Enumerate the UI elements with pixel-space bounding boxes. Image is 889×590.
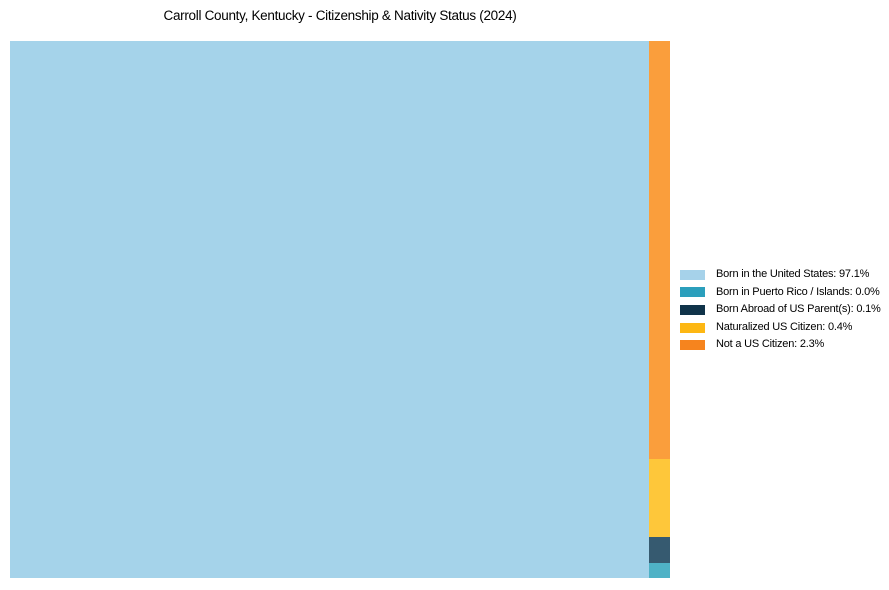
legend-label-puerto-rico: Born in Puerto Rico / Islands: 0.0% <box>716 285 880 298</box>
legend-item-naturalized: Naturalized US Citizen: 0.4% <box>680 319 881 337</box>
legend-swatch-us-born <box>680 269 705 280</box>
legend-swatch-not-citizen <box>680 340 705 351</box>
treemap-rect-naturalized <box>649 459 670 537</box>
legend: Born in the United States: 97.1% Born in … <box>680 266 881 354</box>
legend-swatch-born-abroad <box>680 304 705 315</box>
legend-label-naturalized: Naturalized US Citizen: 0.4% <box>716 320 853 333</box>
treemap-rect-born-abroad <box>649 537 670 563</box>
legend-swatch-puerto-rico <box>680 287 705 298</box>
legend-item-born-abroad: Born Abroad of US Parent(s): 0.1% <box>680 301 881 319</box>
legend-item-us-born: Born in the United States: 97.1% <box>680 266 881 284</box>
treemap <box>10 41 670 578</box>
treemap-rect-not-citizen <box>649 41 670 459</box>
treemap-rect-us-born <box>10 41 649 578</box>
legend-item-puerto-rico: Born in Puerto Rico / Islands: 0.0% <box>680 284 881 302</box>
legend-label-born-abroad: Born Abroad of US Parent(s): 0.1% <box>716 303 881 316</box>
treemap-rect-puerto-rico <box>649 563 670 578</box>
chart-title: Carroll County, Kentucky - Citizenship &… <box>163 8 517 23</box>
legend-label-not-citizen: Not a US Citizen: 2.3% <box>716 338 825 351</box>
legend-label-us-born: Born in the United States: 97.1% <box>716 268 870 280</box>
legend-item-not-citizen: Not a US Citizen: 2.3% <box>680 336 881 354</box>
legend-swatch-naturalized <box>680 322 705 333</box>
